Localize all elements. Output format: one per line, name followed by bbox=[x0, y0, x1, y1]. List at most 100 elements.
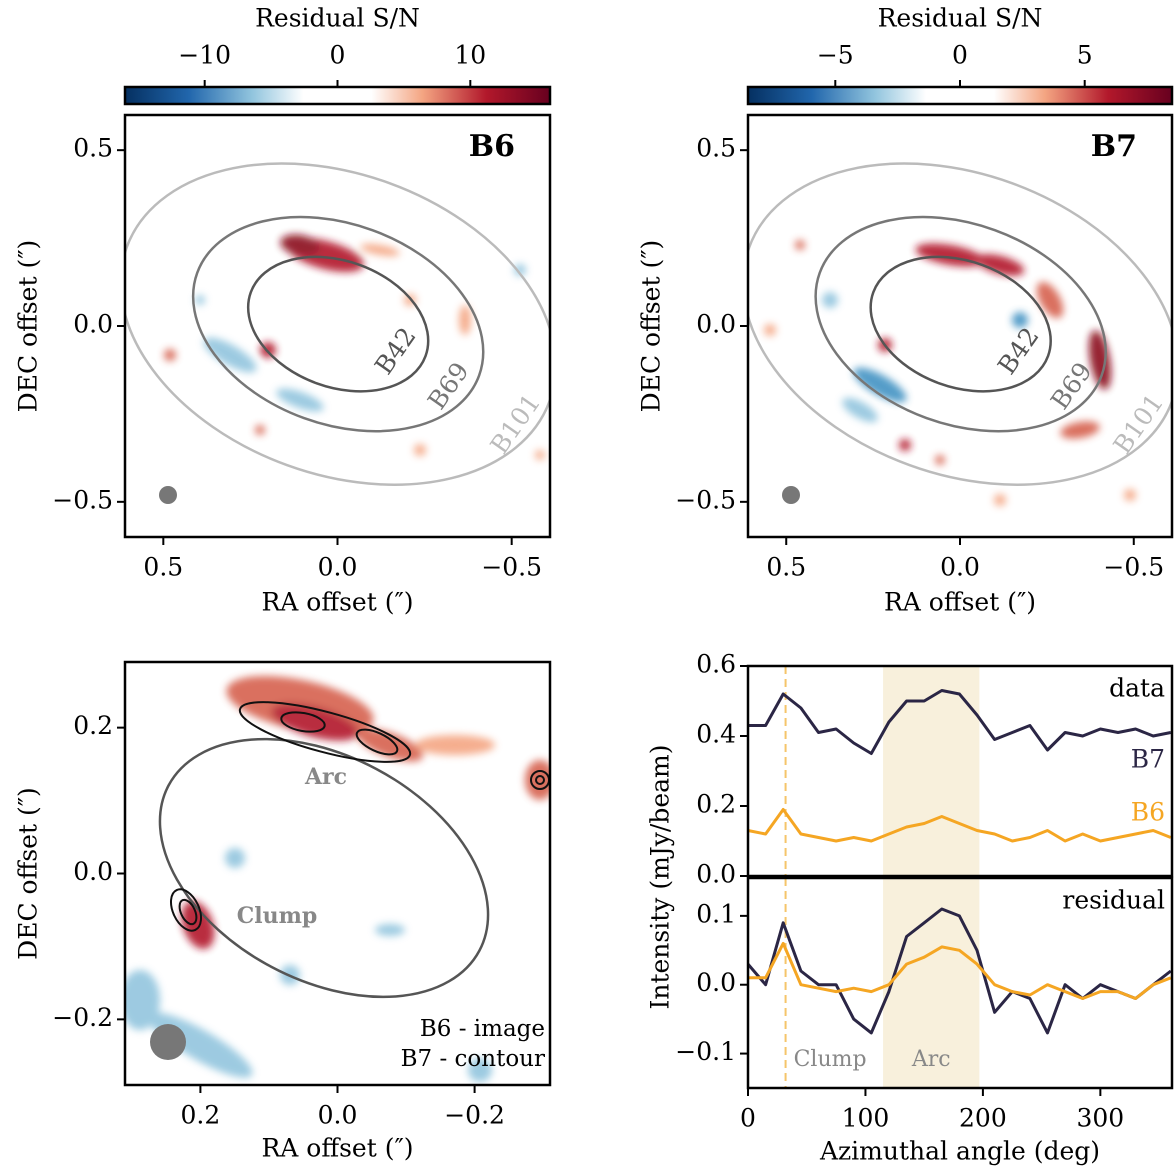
residual-blob bbox=[203, 337, 257, 373]
residual-blob bbox=[1060, 421, 1100, 439]
residual-image bbox=[125, 162, 550, 486]
colorbar-tick-label: 0 bbox=[330, 41, 346, 70]
y-tick-label: 0.5 bbox=[696, 134, 736, 163]
y-tick-label: −0.5 bbox=[52, 485, 113, 514]
x-tick-label: 0.0 bbox=[318, 1101, 358, 1130]
residual-blob bbox=[459, 305, 471, 335]
residual-blob bbox=[225, 848, 245, 868]
series-line bbox=[747, 808, 1172, 843]
residual-blob bbox=[181, 900, 215, 950]
x-tick-label: 0.0 bbox=[318, 553, 358, 582]
y-tick-label: 0.0 bbox=[73, 857, 113, 886]
x-tick-label: −0.5 bbox=[1103, 553, 1164, 582]
residual-blob bbox=[975, 254, 1025, 276]
series-line bbox=[748, 941, 1172, 1000]
axes-frame bbox=[123, 113, 552, 539]
series-label: B6 bbox=[1131, 798, 1165, 827]
colorbar-label: Residual S/N bbox=[255, 4, 420, 33]
y-axis-label: DEC offset (″) bbox=[637, 240, 666, 413]
axes-frame bbox=[746, 664, 1174, 878]
residual-blob bbox=[414, 444, 426, 456]
colorbar-tick-label: −10 bbox=[178, 41, 231, 70]
series-label: B7 bbox=[1131, 745, 1165, 774]
contour bbox=[280, 711, 326, 733]
y-tick-label: 0.2 bbox=[73, 711, 113, 740]
x-tick-label: 300 bbox=[1076, 1104, 1124, 1133]
ring-label: B42 bbox=[369, 322, 422, 380]
residual-blob bbox=[1012, 312, 1028, 328]
colorbar-tick-label: 5 bbox=[1077, 41, 1093, 70]
residual-blob bbox=[935, 455, 945, 465]
residual-blobs bbox=[164, 234, 545, 460]
colorbar-tick-label: 0 bbox=[952, 41, 968, 70]
residual-blob bbox=[356, 728, 424, 762]
residual-blob bbox=[164, 349, 176, 361]
ring bbox=[191, 215, 485, 433]
axes-frame bbox=[746, 113, 1174, 539]
residual-blob bbox=[1124, 489, 1136, 501]
residual-blob bbox=[795, 240, 805, 250]
y-tick-label: −0.5 bbox=[675, 485, 736, 514]
panel-label: data bbox=[1109, 674, 1165, 703]
y-tick-label: 0.0 bbox=[696, 310, 736, 339]
annotation: Clump bbox=[794, 1047, 867, 1072]
colorbar bbox=[123, 85, 552, 106]
ring bbox=[246, 255, 430, 393]
x-tick-label: 200 bbox=[959, 1104, 1007, 1133]
residual-blob bbox=[276, 388, 324, 412]
ring-label: B69 bbox=[1045, 357, 1098, 415]
residual-blob bbox=[195, 295, 205, 305]
residual-blob bbox=[415, 735, 495, 755]
annotation: Clump bbox=[237, 903, 318, 929]
x-axis-label: Azimuthal angle (deg) bbox=[819, 1137, 1100, 1166]
residual-blob bbox=[255, 425, 265, 435]
residual-blob bbox=[853, 367, 907, 403]
x-tick-label: 0.5 bbox=[143, 553, 183, 582]
residual-blob bbox=[535, 450, 545, 460]
residual-blob bbox=[764, 324, 776, 336]
contour bbox=[178, 898, 198, 926]
residual-blob bbox=[125, 970, 160, 1030]
contour bbox=[355, 728, 399, 756]
colorbar-tick-label: 10 bbox=[454, 41, 486, 70]
annotation: Arc bbox=[304, 764, 347, 790]
y-tick-label: 0.2 bbox=[696, 790, 736, 819]
ring bbox=[748, 162, 1172, 486]
ring bbox=[125, 162, 550, 486]
legend-text: B6 - image bbox=[420, 1016, 545, 1042]
colorbar-tick-label: −5 bbox=[817, 41, 854, 70]
x-tick-label: −0.5 bbox=[481, 553, 542, 582]
y-tick-label: −0.1 bbox=[675, 1037, 736, 1066]
ring bbox=[158, 737, 490, 999]
residual-blob bbox=[280, 234, 320, 256]
y-tick-label: 0.0 bbox=[73, 310, 113, 339]
ring bbox=[814, 215, 1107, 433]
y-tick-label: 0.5 bbox=[73, 134, 113, 163]
residual-blob bbox=[994, 494, 1006, 506]
highlight-span bbox=[883, 878, 980, 1088]
x-tick-label: 0 bbox=[740, 1104, 756, 1133]
series-line bbox=[746, 907, 1172, 1035]
residual-blob bbox=[514, 264, 526, 276]
x-tick-label: 0.0 bbox=[940, 553, 980, 582]
y-axis-label: DEC offset (″) bbox=[14, 787, 43, 960]
colorbar bbox=[746, 85, 1174, 106]
x-tick-label: 0.5 bbox=[766, 553, 806, 582]
beam bbox=[159, 486, 177, 504]
y-tick-label: 0.0 bbox=[696, 860, 736, 889]
y-axis-label: DEC offset (″) bbox=[14, 240, 43, 413]
contour bbox=[169, 888, 203, 932]
residual-blob bbox=[822, 292, 838, 308]
ring bbox=[869, 255, 1052, 393]
y-tick-label: −0.2 bbox=[52, 1003, 113, 1032]
beam bbox=[150, 1024, 186, 1060]
axes-frame bbox=[746, 876, 1174, 1090]
y-tick-label: 0.4 bbox=[696, 720, 736, 749]
residual-blob bbox=[360, 243, 400, 257]
x-axis-label: RA offset (″) bbox=[261, 588, 413, 617]
residual-blob bbox=[468, 1058, 492, 1082]
panel-label: B6 bbox=[469, 129, 515, 164]
x-tick-label: −0.2 bbox=[444, 1101, 505, 1130]
